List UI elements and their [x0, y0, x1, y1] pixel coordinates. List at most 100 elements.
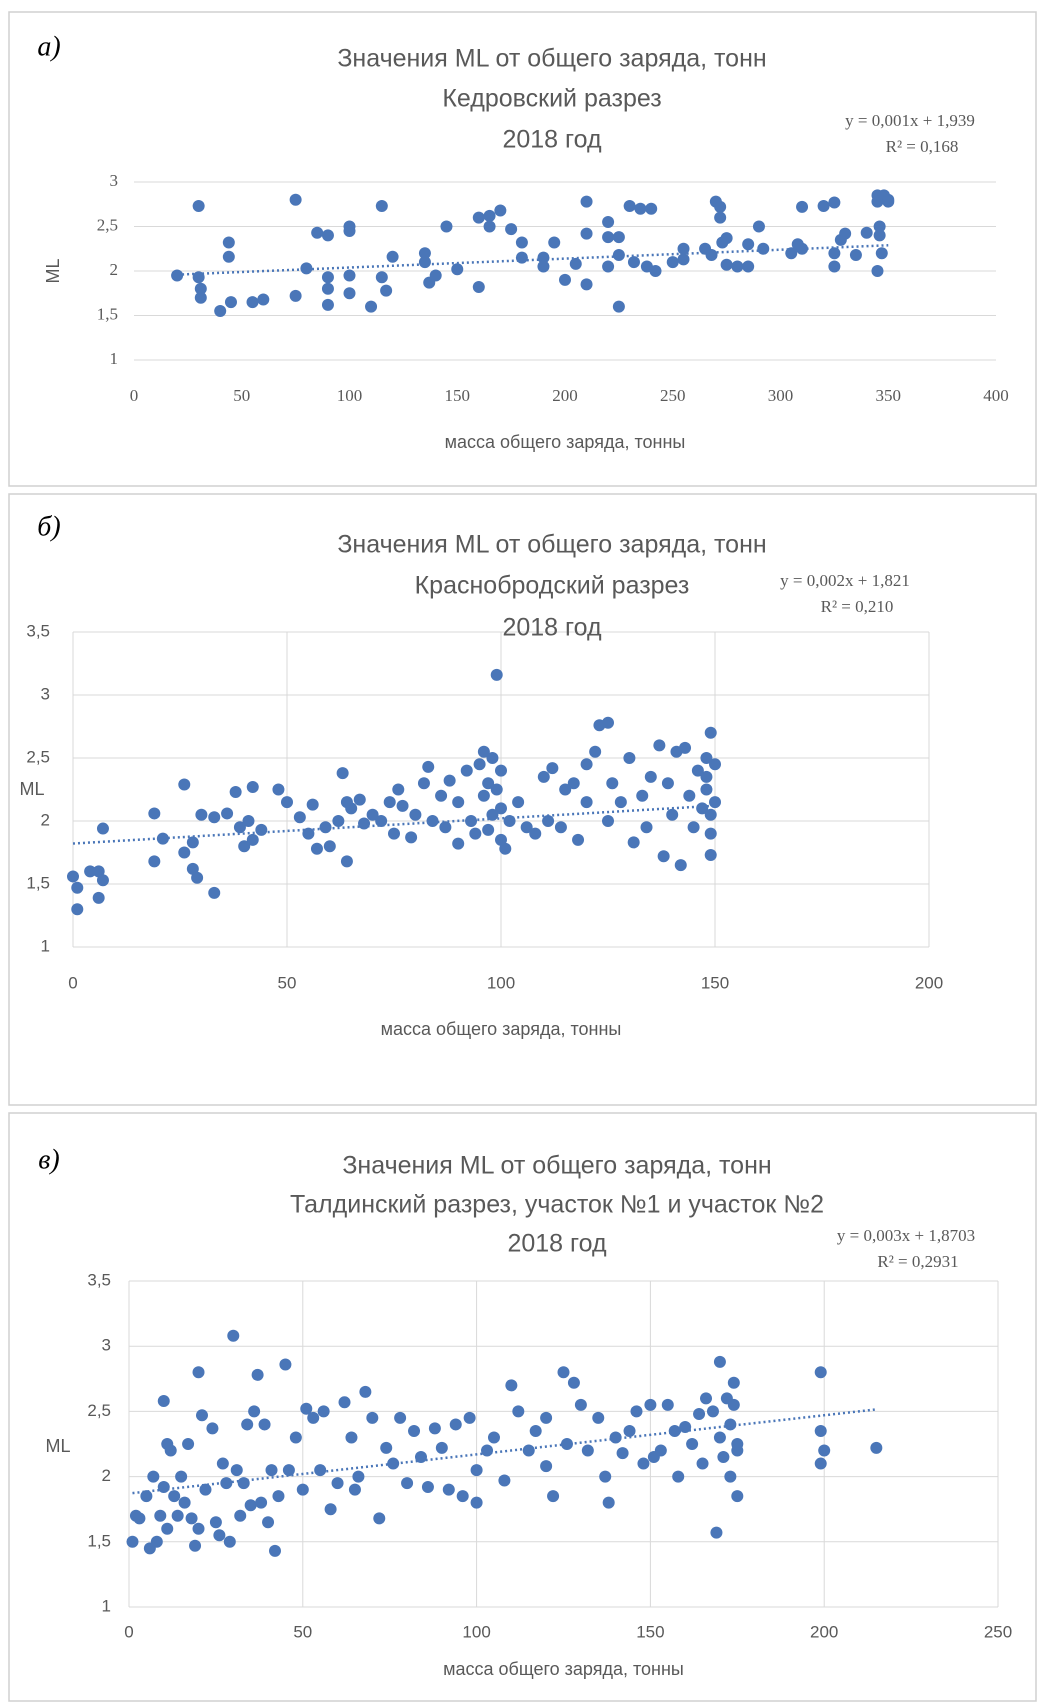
x-tick-label: 150: [445, 386, 471, 405]
data-point: [602, 716, 614, 729]
data-point: [602, 216, 615, 229]
data-point: [268, 1544, 281, 1557]
x-tick-label: 0: [130, 386, 139, 405]
x-tick-label: 250: [984, 1622, 1012, 1641]
data-point: [512, 1405, 525, 1418]
data-point: [612, 248, 625, 261]
data-point: [414, 1451, 427, 1464]
data-point: [199, 1483, 212, 1496]
data-point: [818, 1444, 831, 1457]
data-point: [345, 802, 358, 815]
data-point: [213, 1529, 226, 1542]
data-point: [394, 1411, 407, 1424]
data-point: [515, 251, 528, 264]
chart-title: Талдинский разрез, участок №1 и участок …: [290, 1191, 824, 1219]
x-axis-label: масса общего заряда, тонны: [445, 432, 686, 452]
data-point: [612, 231, 625, 244]
data-point: [687, 821, 700, 834]
panel-label: б): [37, 511, 60, 542]
data-point: [710, 1526, 723, 1539]
data-point: [387, 1457, 400, 1470]
data-point: [704, 849, 717, 862]
data-point: [666, 808, 679, 821]
data-point: [262, 1516, 275, 1529]
data-point: [483, 220, 496, 233]
panel: [8, 11, 1037, 487]
chart-title: Кедровский разрез: [442, 85, 661, 113]
data-point: [386, 250, 399, 263]
data-point: [375, 271, 388, 284]
data-point: [314, 1464, 327, 1477]
data-point: [477, 745, 490, 758]
chart-title: Значения ML от общего заряда, тонн: [337, 45, 766, 73]
x-tick-label: 200: [552, 386, 578, 405]
data-point: [353, 793, 366, 806]
data-point: [96, 822, 109, 835]
data-point: [522, 1444, 535, 1457]
data-point: [206, 1422, 219, 1435]
x-tick-label: 200: [915, 973, 943, 992]
data-point: [216, 1457, 229, 1470]
y-tick-label: 3: [41, 684, 50, 703]
data-point: [654, 1444, 667, 1457]
data-point: [435, 1441, 448, 1454]
data-point: [752, 220, 765, 233]
data-point: [241, 1418, 254, 1431]
data-point: [429, 269, 442, 282]
data-point: [606, 777, 619, 790]
data-point: [164, 1444, 177, 1457]
data-point: [724, 1470, 737, 1483]
data-point: [238, 840, 251, 853]
data-point: [192, 1522, 205, 1535]
data-point: [161, 1522, 174, 1535]
data-point: [96, 874, 109, 887]
data-point: [637, 1457, 650, 1470]
data-point: [677, 253, 690, 266]
data-point: [343, 224, 356, 237]
data-point: [255, 823, 268, 836]
x-tick-label: 100: [462, 1622, 490, 1641]
data-point: [147, 1470, 160, 1483]
data-point: [540, 1460, 553, 1473]
data-point: [714, 211, 727, 224]
chart-title: 2018 год: [502, 614, 601, 642]
data-point: [709, 796, 721, 809]
data-point: [616, 1447, 629, 1460]
data-point: [567, 777, 580, 790]
data-point: [323, 840, 336, 853]
data-point: [592, 1411, 605, 1424]
data-point: [452, 796, 465, 809]
data-point: [452, 837, 465, 850]
chart-title: Значения ML от общего заряда, тонн: [342, 1152, 771, 1180]
data-point: [882, 195, 895, 208]
data-point: [258, 1418, 271, 1431]
data-point: [636, 789, 649, 802]
data-point: [208, 811, 221, 824]
data-point: [92, 891, 105, 904]
data-point: [456, 1490, 469, 1503]
data-point: [443, 774, 456, 787]
data-point: [289, 1431, 302, 1444]
data-point: [296, 1483, 309, 1496]
data-point: [365, 300, 378, 313]
data-point: [630, 1405, 643, 1418]
data-point: [704, 808, 717, 821]
data-point: [311, 226, 324, 239]
data-point: [546, 762, 559, 775]
x-axis-label: масса общего заряда, тонны: [381, 1019, 622, 1039]
data-point: [828, 260, 841, 273]
data-point: [470, 1496, 483, 1509]
data-point: [332, 815, 345, 827]
data-point: [422, 760, 435, 773]
data-point: [742, 238, 755, 251]
data-point: [540, 1411, 553, 1424]
data-point: [569, 257, 582, 270]
x-tick-label: 0: [124, 1622, 133, 1641]
data-point: [380, 284, 393, 297]
data-point: [871, 265, 884, 277]
y-tick-label: 3: [110, 171, 119, 190]
trendline: [177, 244, 889, 276]
data-point: [246, 780, 259, 793]
data-point: [358, 817, 371, 830]
data-point: [700, 752, 713, 764]
